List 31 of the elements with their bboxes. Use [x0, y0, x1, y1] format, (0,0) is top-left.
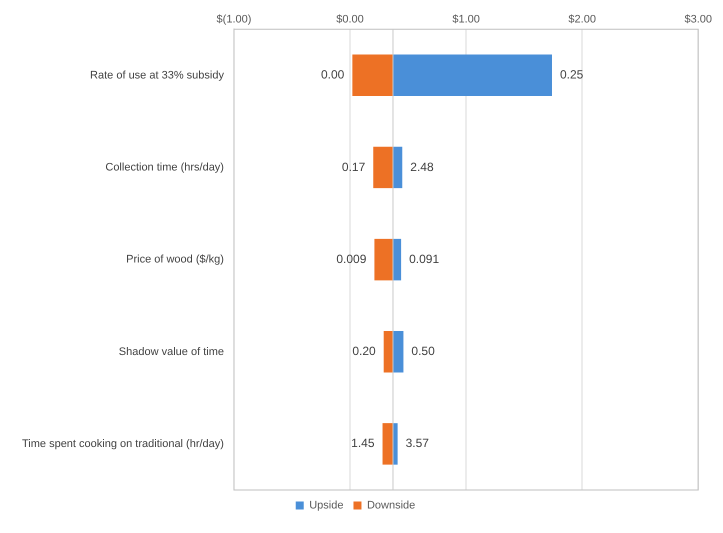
annotation: 3.57	[406, 436, 430, 450]
y-tick-label: Price of wood ($/kg)	[126, 254, 224, 266]
annotation: 0.009	[336, 252, 367, 266]
legend-label: Downside	[366, 500, 416, 512]
bar	[382, 423, 393, 465]
x-tick-label: $0.00	[336, 14, 364, 26]
annotation: 0.20	[352, 344, 376, 358]
bar	[392, 238, 402, 280]
bar	[352, 54, 393, 96]
x-tick-label: $(1.00)	[216, 14, 252, 26]
x-tick-label: $3.00	[684, 14, 712, 26]
bar	[384, 331, 393, 372]
bar	[373, 146, 393, 188]
bar	[374, 238, 393, 280]
x-tick-label: $2.00	[568, 14, 596, 26]
legend-label: Upside	[309, 500, 344, 512]
y-tick-label: Shadow value of time	[118, 346, 224, 358]
annotation: 0.00	[321, 68, 345, 82]
annotation: 0.17	[342, 160, 366, 174]
x-tick-label: $1.00	[452, 14, 480, 26]
annotation: 1.45	[351, 436, 375, 450]
y-tick-label: Rate of use at 33% subsidy	[90, 69, 224, 82]
bar	[392, 331, 404, 372]
annotation: 0.091	[409, 252, 440, 266]
annotation: 0.25	[560, 68, 584, 82]
annotation: 2.48	[410, 160, 434, 174]
bar	[392, 54, 552, 96]
y-tick-label: Time spent cooking on traditional (hr/day)	[22, 438, 224, 450]
bar	[392, 146, 402, 188]
annotation: 0.50	[411, 344, 436, 358]
y-tick-label: Collection time (hrs/day)	[105, 161, 224, 174]
